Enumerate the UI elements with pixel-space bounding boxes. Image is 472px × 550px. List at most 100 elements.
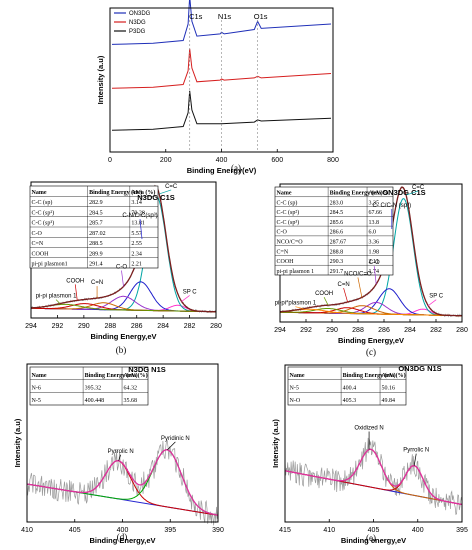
x-axis-label: Binding Energy,eV — [338, 336, 404, 345]
x-tick-label: 800 — [327, 157, 339, 164]
x-tick-label: 395 — [456, 527, 468, 534]
annotation-leader — [295, 306, 304, 310]
peak-annotation: SP C — [429, 294, 444, 300]
x-tick-label: 280 — [456, 327, 468, 334]
annotation-leader — [181, 295, 190, 302]
data-table — [274, 186, 394, 276]
table-cell: 405.3 — [343, 398, 357, 404]
fit-component-line — [280, 308, 462, 317]
x-tick-label: 410 — [21, 527, 33, 534]
series-line — [111, 48, 332, 89]
table-cell: 64.32 — [124, 386, 138, 392]
table-cell: 2.34 — [131, 251, 142, 257]
peak-annotation: pi-pi*plasmon 1 — [275, 301, 317, 307]
annotation-leader — [427, 299, 437, 306]
table-cell: 35.68 — [124, 398, 138, 404]
table-cell: 289.9 — [89, 251, 103, 257]
table-cell: N-5 — [32, 398, 41, 404]
table-cell: 2.21 — [131, 262, 142, 268]
peak-annotation: pi-pi plasmon 1 — [36, 294, 77, 300]
table-cell: 284.5 — [330, 210, 344, 216]
table-cell: C=N — [32, 241, 44, 247]
table-cell: 400.4 — [343, 386, 357, 392]
panel-label: (a) — [231, 163, 241, 173]
table-cell: 70.28 — [131, 210, 145, 216]
table-cell: 284.5 — [89, 210, 103, 216]
peak-annotation: C=C — [165, 184, 178, 190]
table-cell: 3.14 — [131, 200, 142, 206]
x-tick-label: 282 — [184, 323, 196, 330]
table-cell: 283.0 — [330, 200, 344, 206]
table-cell: 285.7 — [89, 221, 103, 227]
table-header-cell: Area (%) — [124, 372, 148, 379]
table-cell: 285.6 — [330, 220, 344, 226]
fit-envelope-line — [26, 449, 219, 516]
y-axis-label: Intensity (a.u) — [271, 419, 280, 468]
raw-spectrum-line — [26, 440, 219, 526]
x-tick-label: 200 — [160, 157, 172, 164]
fit-component-line — [30, 303, 216, 313]
peak-annotation: C-N/C-C(sp³) — [122, 213, 157, 219]
annotation-leader — [343, 287, 348, 303]
peak-annotation: Oxidized N — [354, 426, 383, 432]
table-cell: 291.4 — [89, 262, 103, 268]
table-cell: 5.57 — [131, 231, 142, 237]
table-cell: 2.11 — [369, 259, 379, 265]
table-cell: C=N — [277, 249, 289, 255]
peak-annotation: C=C — [412, 185, 425, 191]
legend-label: N3DG — [129, 20, 146, 26]
x-tick-label: 292 — [52, 323, 64, 330]
table-header-cell: Name — [290, 373, 305, 379]
table-cell: C-C (sp³) — [277, 219, 300, 226]
x-tick-label: 290 — [326, 327, 338, 334]
series-line — [111, 0, 332, 45]
annotation-leader — [159, 189, 172, 195]
x-tick-label: 284 — [404, 327, 416, 334]
peak-annotation: Pyridinic N — [161, 436, 190, 442]
x-axis-label: Binding Energy,eV — [89, 536, 155, 545]
panel-label: (c) — [366, 347, 376, 357]
peak-annotation: COOH — [315, 291, 333, 297]
table-cell: C-O — [32, 231, 43, 237]
panel-title: ON3DG C1S — [382, 188, 425, 197]
x-tick-label: 400 — [412, 527, 424, 534]
table-cell: C-C (sp) — [32, 199, 53, 206]
peak-label: O1s — [254, 12, 268, 21]
peak-annotation: C=N — [338, 282, 350, 288]
panel-label: (d) — [117, 532, 128, 542]
table-cell: 2.55 — [131, 241, 142, 247]
series-line — [111, 90, 332, 131]
peak-label: C1s — [189, 12, 203, 21]
table-cell: 282.9 — [89, 200, 103, 206]
table-header-cell: Binding Energy (eV) — [343, 372, 396, 379]
panel-label: (b) — [116, 345, 127, 355]
panel-c-on3dg-c1s: 294 292 290 288 286 284 282 280 Binding Energy,e… — [274, 183, 468, 357]
peak-annotation: C- C/C-N (sp³) — [372, 203, 411, 209]
x-tick-label: 405 — [368, 527, 380, 534]
table-cell: 291.7 — [330, 269, 344, 275]
x-tick-label: 294 — [274, 327, 286, 334]
table-cell: 1.74 — [369, 269, 380, 275]
table-cell: C-C (sp³) — [32, 220, 55, 227]
table-header-cell: Binding Energy (eV) — [89, 189, 142, 196]
table-cell: 395.32 — [85, 386, 102, 392]
peak-label: N1s — [218, 12, 232, 21]
raw-spectrum-line — [284, 437, 463, 516]
y-axis-label: Intensity (a.u) — [13, 418, 22, 467]
fit-envelope-line — [280, 186, 462, 317]
panel-title: ON3DG N1S — [398, 364, 441, 373]
annotation-leader — [357, 277, 363, 298]
panel-title: N3DG C1S — [137, 193, 175, 202]
panel-label: (e) — [366, 533, 376, 543]
fit-envelope-line — [284, 448, 463, 506]
peak-annotation: C-O — [116, 264, 127, 270]
x-tick-label: 286 — [131, 323, 143, 330]
table-cell: 3.36 — [369, 240, 380, 246]
x-tick-label: 288 — [352, 327, 364, 334]
panel-b-n3dg-c1s: 294 292 290 288 286 284 282 280 Binding Energy,e… — [25, 181, 222, 355]
table-cell: pi-pi plasmon1 — [32, 262, 68, 268]
table-cell: pi-pi plasmon 1 — [277, 269, 315, 275]
table-cell: 13.81 — [131, 221, 145, 227]
data-table — [29, 366, 149, 406]
